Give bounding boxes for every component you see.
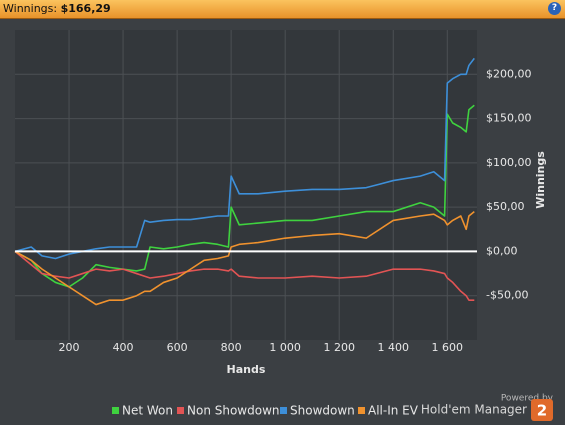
legend-swatch	[280, 407, 287, 414]
legend-label: All-In EV	[368, 404, 419, 418]
brand-badge	[531, 399, 553, 421]
header: Winnings: $166,29 ?	[0, 0, 565, 19]
brand-badge-text: 2	[537, 402, 547, 420]
legend-label: Net Won	[122, 404, 173, 418]
x-axis-label: Hands	[227, 363, 266, 376]
x-tick-label: 1 600	[432, 341, 464, 354]
legend-label: Non Showdown	[187, 404, 280, 418]
series-line	[14, 57, 475, 260]
series-line	[14, 104, 475, 288]
legend-swatch	[177, 407, 184, 414]
series-line	[14, 210, 475, 306]
x-tick-label: 1 000	[269, 341, 301, 354]
x-tick-label: 1 200	[323, 341, 355, 354]
x-tick-label: 400	[113, 341, 134, 354]
y-tick-label: $200,00	[486, 67, 532, 80]
x-tick-label: 600	[167, 341, 188, 354]
y-axis-label: Winnings	[534, 151, 547, 209]
x-tick-label: 1 400	[377, 341, 409, 354]
y-tick-label: $50,00	[486, 200, 525, 213]
y-tick-label: $100,00	[486, 156, 532, 169]
header-value: $166,29	[60, 2, 111, 15]
x-tick-label: 800	[221, 341, 242, 354]
y-tick-label: -$50,00	[486, 289, 528, 302]
series-line	[14, 250, 475, 301]
powered-by: Powered by	[501, 394, 554, 404]
brand: Hold'em Manager	[421, 403, 527, 417]
y-tick-label: $0,00	[486, 244, 518, 257]
x-tick-label: 200	[59, 341, 80, 354]
help-button[interactable]: ?	[548, 2, 561, 15]
legend-label: Showdown	[290, 404, 355, 418]
y-tick-label: $150,00	[486, 112, 532, 125]
legend-swatch	[358, 407, 365, 414]
plot-area	[15, 30, 477, 340]
header-title: Winnings:	[3, 2, 58, 15]
legend-swatch	[112, 407, 119, 414]
